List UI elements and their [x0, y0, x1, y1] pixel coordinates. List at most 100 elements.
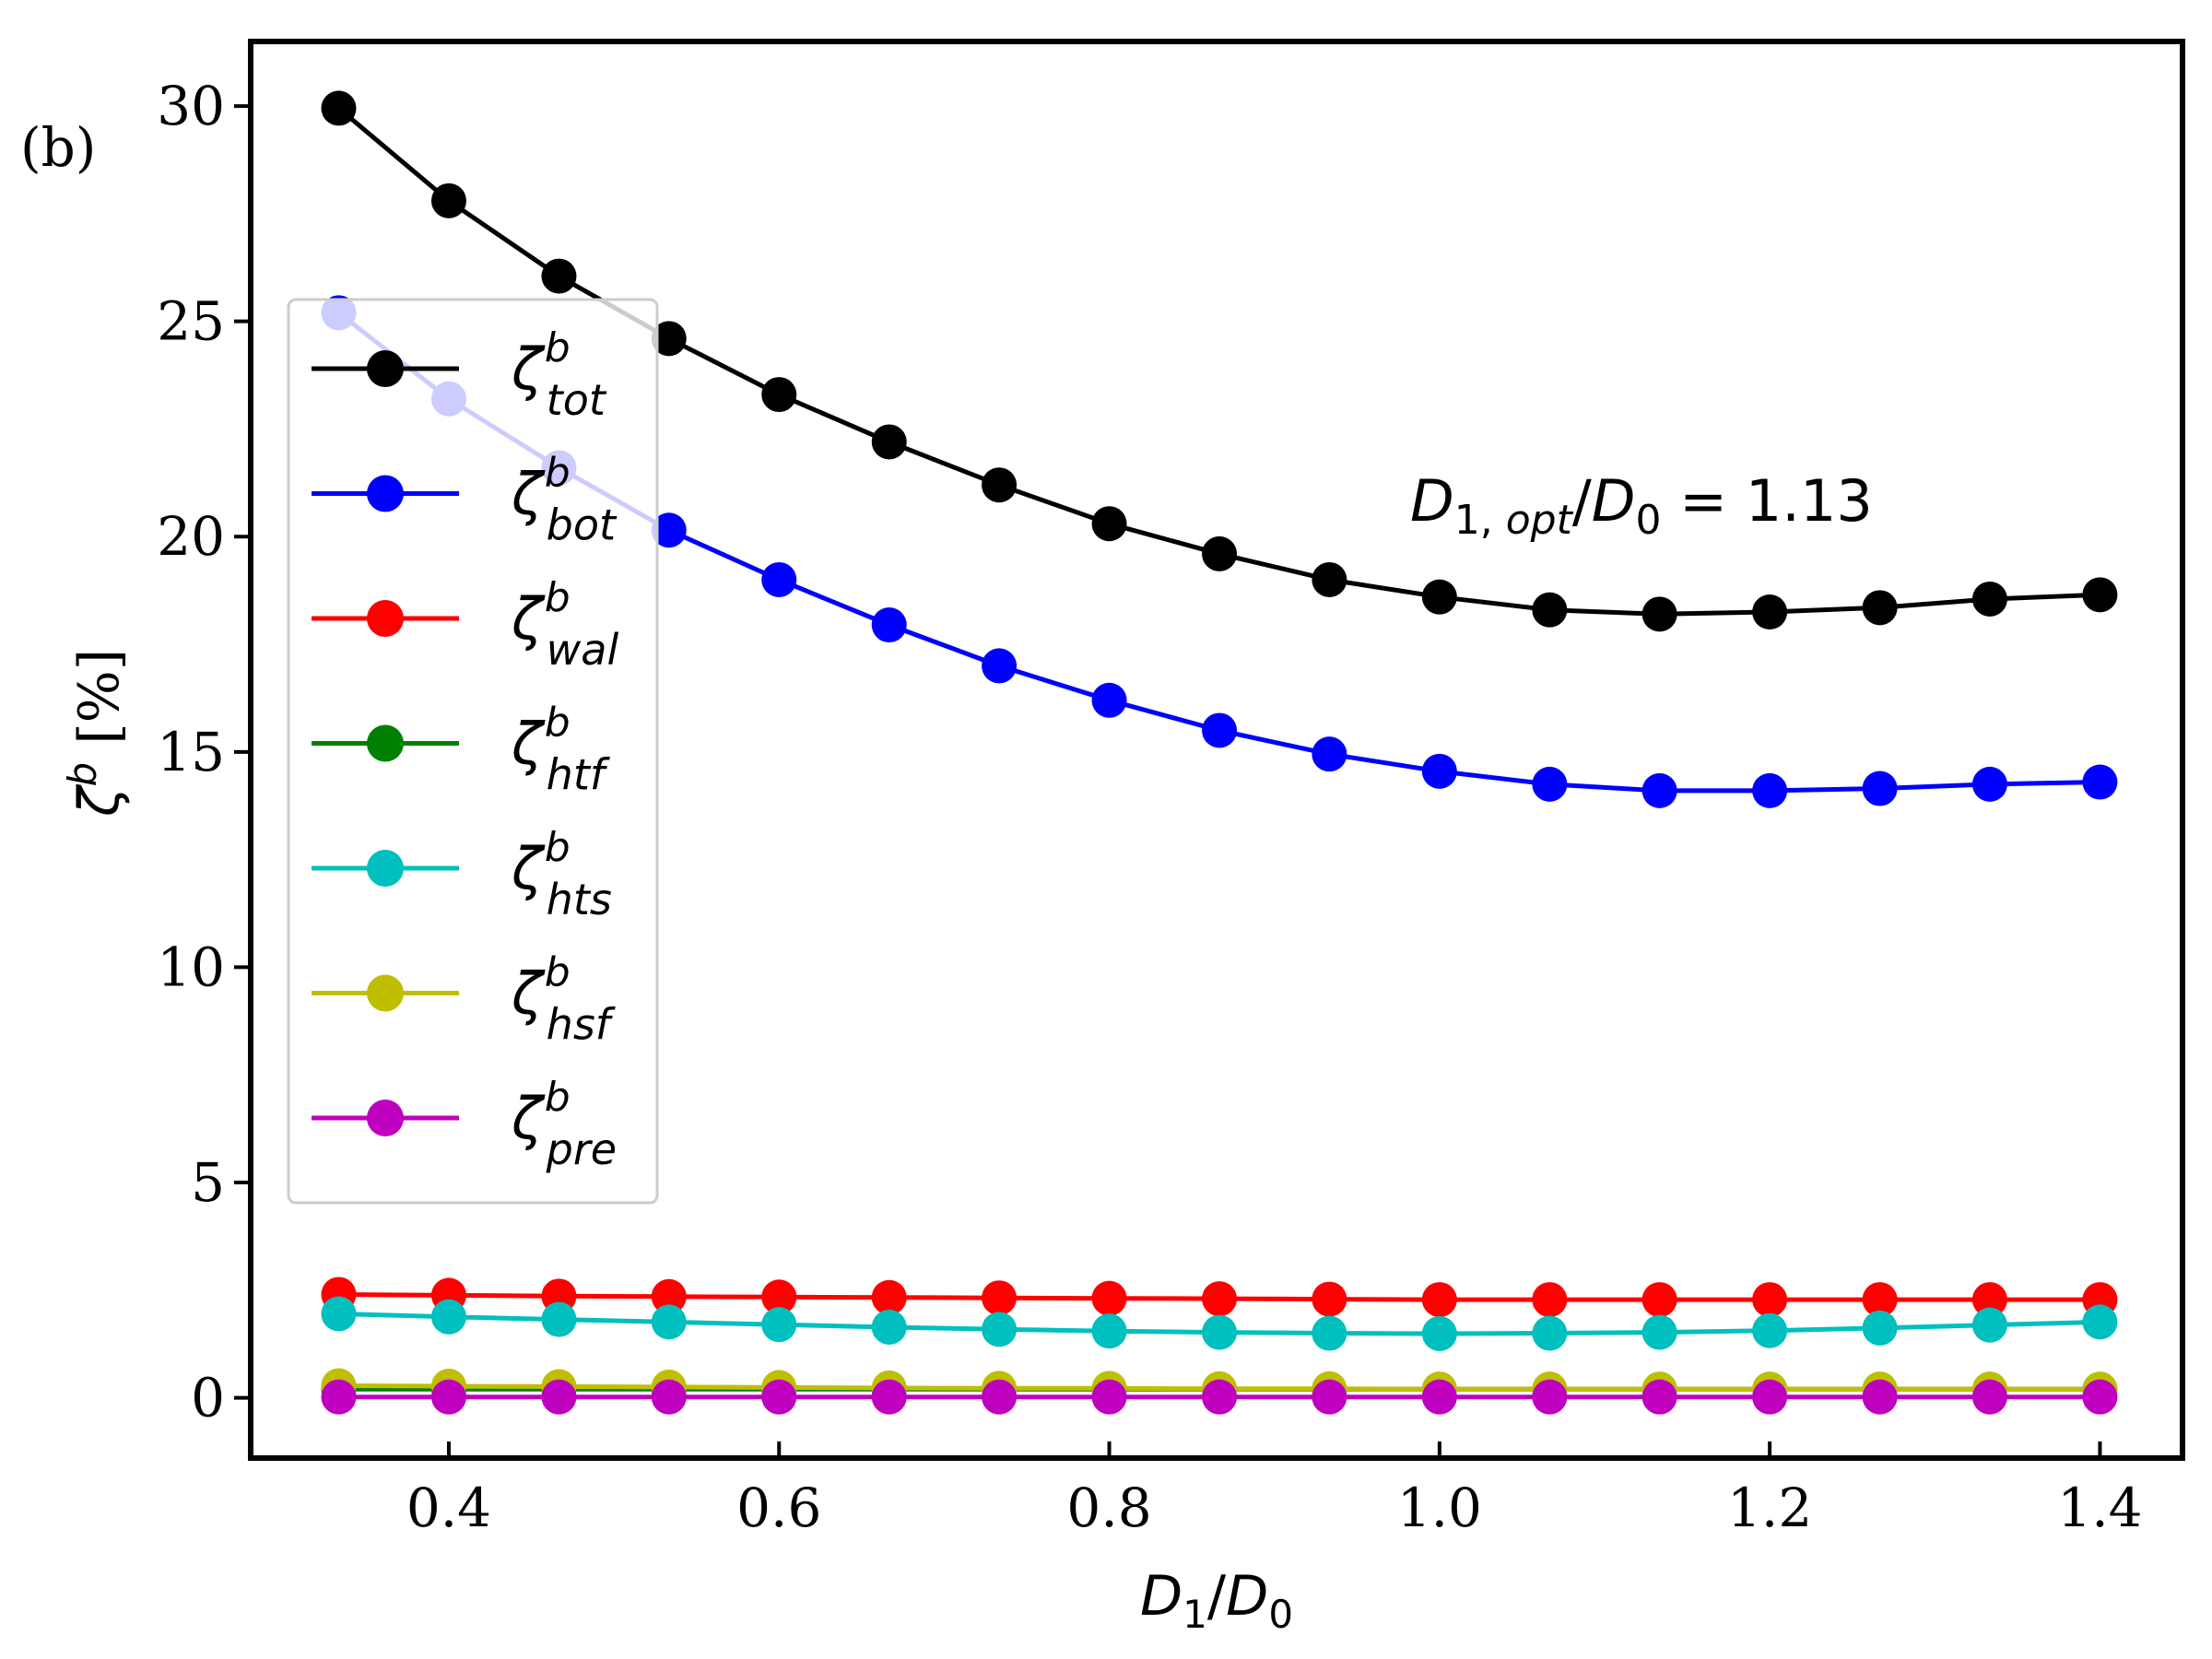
data-point-bot [1312, 736, 1347, 772]
x-tick-label: 0.6 [736, 1477, 821, 1539]
data-point-wal [1421, 1282, 1457, 1318]
data-point-bot [982, 648, 1018, 684]
data-point-pre [541, 1379, 577, 1415]
data-point-bot [1421, 753, 1457, 789]
data-point-tot [761, 377, 797, 413]
data-point-bot [1532, 766, 1568, 802]
x-tick-label: 1.0 [1397, 1477, 1482, 1539]
legend-marker-tot [367, 350, 404, 387]
data-point-hts [430, 1299, 466, 1335]
legend-marker-htf [367, 724, 404, 762]
data-point-wal [871, 1279, 907, 1315]
data-point-bot [1202, 712, 1238, 748]
data-point-pre [1091, 1379, 1127, 1415]
data-point-pre [1421, 1379, 1457, 1415]
data-point-tot [1312, 561, 1347, 597]
data-point-wal [1641, 1282, 1677, 1318]
data-point-tot [1202, 535, 1238, 571]
y-tick-label: 5 [191, 1151, 225, 1214]
data-point-hts [1421, 1315, 1457, 1351]
data-point-tot [1091, 506, 1127, 542]
data-point-hts [871, 1309, 907, 1345]
data-point-tot [871, 424, 907, 460]
data-point-hts [761, 1307, 797, 1343]
data-point-bot [761, 561, 797, 597]
y-tick-label: 30 [157, 75, 225, 137]
data-point-bot [1091, 682, 1127, 718]
data-point-bot [1971, 766, 2007, 802]
optimum-annotation: D1, opt/D0 = 1.13 [1410, 467, 1873, 544]
x-axis-label: D1/D0 [1140, 1564, 1293, 1637]
data-point-pre [1312, 1379, 1347, 1415]
data-point-hts [321, 1296, 357, 1332]
data-point-wal [982, 1280, 1018, 1316]
x-tick-label: 1.2 [1727, 1477, 1812, 1539]
data-point-tot [1641, 596, 1677, 632]
data-point-bot [1862, 771, 1898, 806]
data-point-wal [1971, 1282, 2007, 1318]
data-point-hts [541, 1301, 577, 1337]
data-point-bot [651, 512, 687, 548]
data-point-wal [1532, 1282, 1568, 1318]
data-point-wal [1752, 1282, 1788, 1318]
data-point-pre [1202, 1379, 1238, 1415]
data-point-hts [651, 1304, 687, 1340]
data-point-pre [1532, 1379, 1568, 1415]
y-tick-label: 10 [157, 935, 225, 998]
data-point-tot [1421, 579, 1457, 615]
y-tick-label: 25 [157, 290, 225, 353]
data-point-bot [1752, 772, 1788, 808]
data-point-pre [761, 1379, 797, 1415]
y-axis-label: ζb [%] [60, 649, 132, 818]
data-point-pre [1971, 1379, 2007, 1415]
axes: 0.4 0.6 0.8 1.0 1.2 1.4 0 5 10 15 20 25 30 [157, 39, 2185, 1539]
data-point-hts [1202, 1314, 1238, 1350]
data-point-tot [1532, 592, 1568, 628]
data-point-tot [541, 258, 577, 294]
x-tick-label: 0.8 [1066, 1477, 1151, 1539]
data-point-tot [1752, 594, 1788, 630]
legend-marker-wal [367, 600, 404, 637]
data-point-hts [1091, 1313, 1127, 1349]
data-point-pre [321, 1379, 357, 1415]
data-point-tot [1971, 581, 2007, 617]
data-point-pre [1641, 1379, 1677, 1415]
y-tick-label: 0 [191, 1367, 225, 1430]
legend-marker-hsf [367, 974, 404, 1012]
data-point-pre [982, 1379, 1018, 1415]
data-point-tot [982, 467, 1018, 503]
data-point-hts [1641, 1314, 1677, 1350]
data-point-pre [871, 1379, 907, 1415]
data-point-pre [1862, 1379, 1898, 1415]
data-point-pre [430, 1379, 466, 1415]
data-point-wal [1202, 1281, 1238, 1317]
plot-frame [248, 39, 2185, 1461]
data-point-hts [1971, 1307, 2007, 1343]
legend-marker-pre [367, 1100, 404, 1136]
data-point-hts [1752, 1312, 1788, 1348]
data-point-hts [1862, 1310, 1898, 1346]
data-point-tot [430, 182, 466, 218]
data-point-tot [651, 321, 687, 357]
data-point-wal [1091, 1280, 1127, 1316]
data-point-pre [651, 1379, 687, 1415]
data-point-hts [1532, 1315, 1568, 1351]
y-tick-label: 20 [157, 505, 225, 568]
x-tick-label: 1.4 [2057, 1477, 2142, 1539]
data-point-hts [982, 1312, 1018, 1347]
plot-area [321, 90, 2118, 1415]
legend-marker-bot [367, 475, 404, 512]
y-tick-label: 15 [157, 721, 225, 783]
data-point-hts [1312, 1315, 1347, 1351]
data-point-wal [761, 1279, 797, 1315]
data-point-tot [2082, 577, 2118, 613]
data-point-bot [871, 607, 907, 643]
data-point-hts [2082, 1304, 2118, 1340]
data-point-wal [1312, 1281, 1347, 1317]
data-point-pre [2082, 1379, 2118, 1415]
data-point-tot [1862, 590, 1898, 626]
data-point-tot [321, 90, 357, 126]
data-point-pre [1752, 1379, 1788, 1415]
data-point-bot [2082, 764, 2118, 800]
